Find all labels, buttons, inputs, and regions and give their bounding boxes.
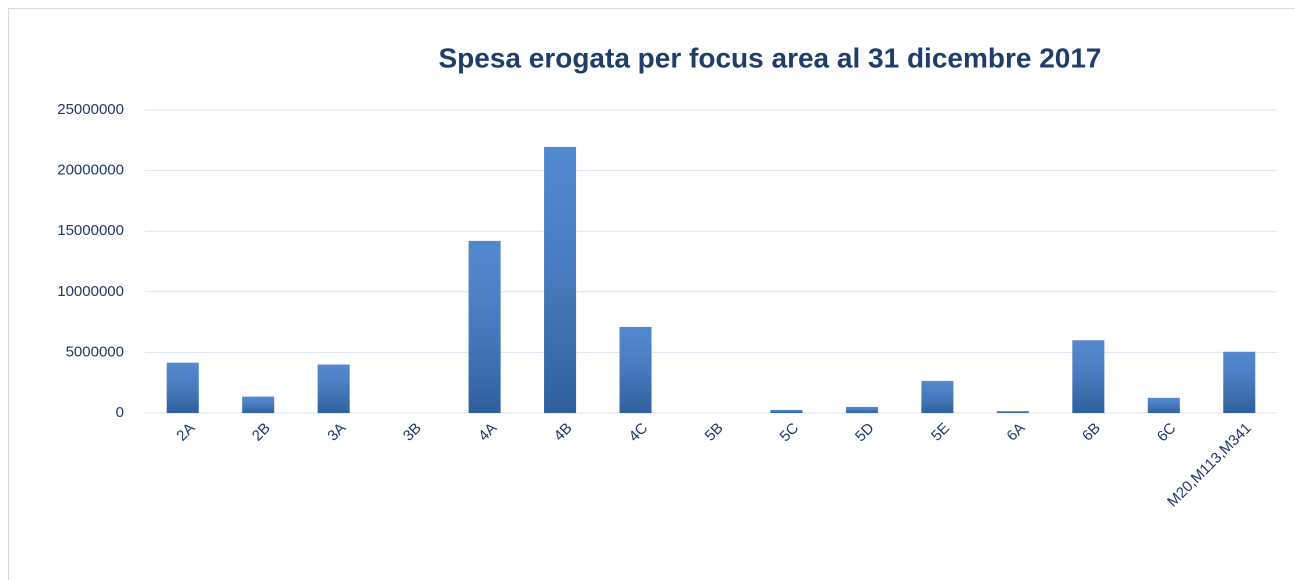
y-tick-label: 20000000 [57,162,124,179]
bar-shade [770,409,803,413]
y-tick-label: 15000000 [57,222,124,239]
bar-shade [544,146,577,413]
bar-shade [1223,351,1256,413]
bar-shade [242,396,275,413]
bar-shade [317,364,350,413]
chart-frame [8,8,1295,580]
bar-shade [619,326,652,413]
bar-shade [1147,397,1180,413]
y-tick-label: 0 [116,404,124,421]
bar-shade [996,411,1029,413]
bar-shade [166,362,199,413]
y-tick-label: 5000000 [66,343,124,360]
y-tick-label: 25000000 [57,101,124,118]
bar-shade [845,406,878,413]
bar-shade [921,380,954,413]
bar-shade [468,240,501,413]
y-tick-label: 10000000 [57,283,124,300]
chart-title: Spesa erogata per focus area al 31 dicem… [438,42,1101,73]
bar-shade [1072,340,1105,413]
